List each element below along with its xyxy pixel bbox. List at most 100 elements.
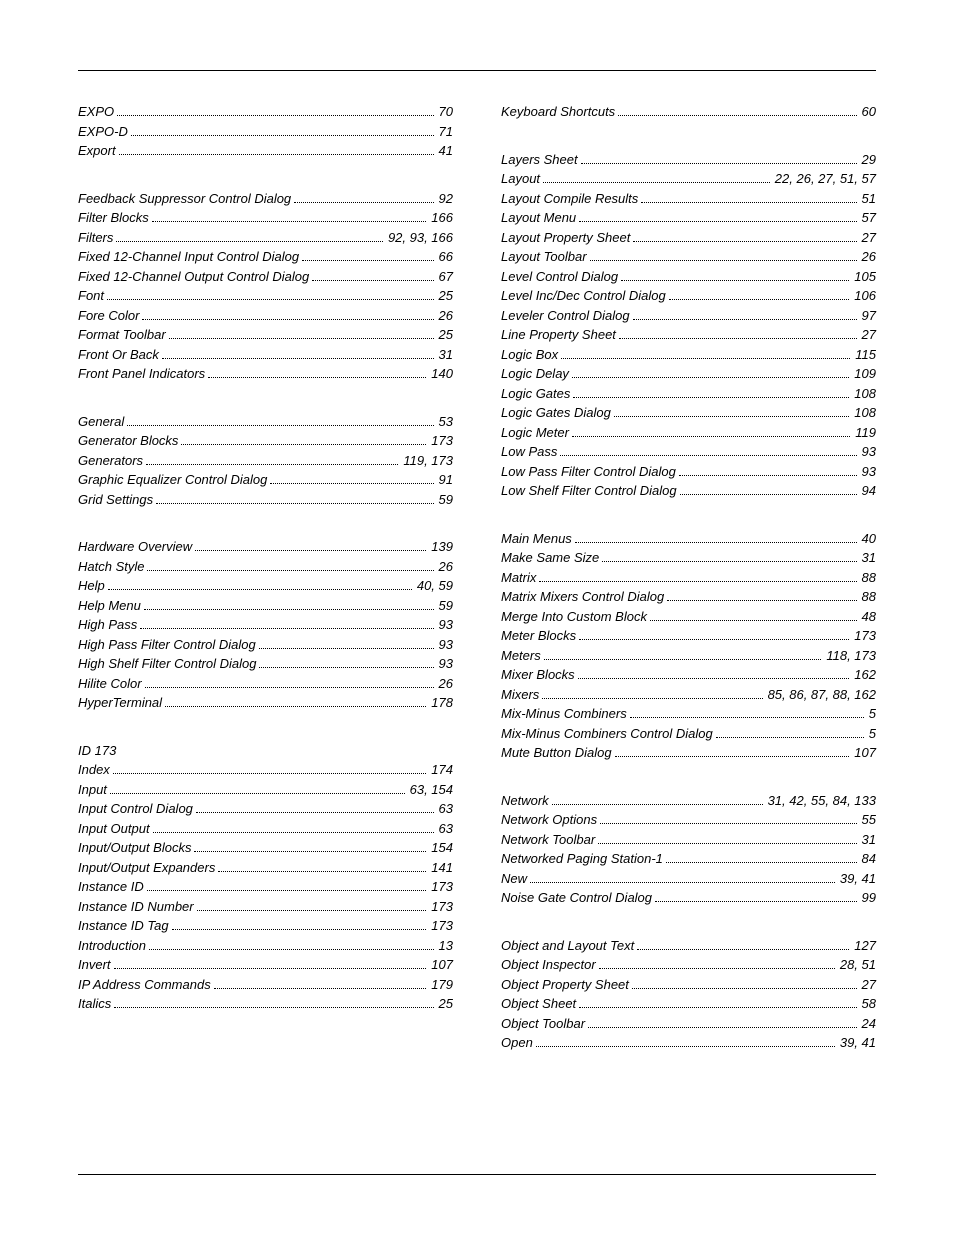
index-entry: Graphic Equalizer Control Dialog91 [78, 470, 453, 490]
entry-page: 178 [429, 693, 453, 713]
index-entry: HyperTerminal178 [78, 693, 453, 713]
entry-dots [578, 678, 850, 679]
entry-dots [614, 416, 849, 417]
entry-label: Make Same Size [501, 548, 599, 568]
entry-dots [655, 901, 857, 902]
entry-label: Fore Color [78, 306, 139, 326]
index-entry: Meter Blocks173 [501, 626, 876, 646]
index-entry: Noise Gate Control Dialog99 [501, 888, 876, 908]
entry-dots [573, 397, 849, 398]
entry-page: 94 [860, 481, 876, 501]
page-container: EXPO70EXPO-D71Export41Feedback Suppresso… [0, 0, 954, 1235]
entry-label: Mute Button Dialog [501, 743, 612, 763]
index-entry: Layers Sheet29 [501, 150, 876, 170]
entry-page: 27 [860, 228, 876, 248]
entry-dots [259, 667, 433, 668]
entry-dots [667, 600, 856, 601]
entry-label: Italics [78, 994, 111, 1014]
entry-dots [680, 494, 857, 495]
entry-dots [560, 455, 856, 456]
index-entry: Matrix88 [501, 568, 876, 588]
index-entry: Hatch Style26 [78, 557, 453, 577]
entry-dots [575, 542, 857, 543]
index-entry: Low Pass93 [501, 442, 876, 462]
entry-label: Meters [501, 646, 541, 666]
index-group: ID 173Index174Input63, 154Input Control … [78, 741, 453, 1014]
index-entry: New39, 41 [501, 869, 876, 889]
index-entry: Italics25 [78, 994, 453, 1014]
entry-dots [152, 221, 427, 222]
entry-dots [561, 358, 850, 359]
index-entry: High Pass93 [78, 615, 453, 635]
entry-label: Introduction [78, 936, 146, 956]
index-entry: Input/Output Blocks154 [78, 838, 453, 858]
entry-page: 93 [437, 635, 453, 655]
index-entry: Logic Box115 [501, 345, 876, 365]
index-entry: Layout22, 26, 27, 51, 57 [501, 169, 876, 189]
index-entry: Instance ID173 [78, 877, 453, 897]
entry-dots [669, 299, 850, 300]
entry-label: Layout Menu [501, 208, 576, 228]
entry-dots [165, 706, 426, 707]
index-group: Hardware Overview139Hatch Style26Help40,… [78, 537, 453, 713]
entry-page: 141 [429, 858, 453, 878]
entry-dots [149, 949, 434, 950]
entry-page: 162 [852, 665, 876, 685]
entry-dots [116, 241, 383, 242]
entry-dots [144, 609, 434, 610]
entry-dots [114, 1007, 433, 1008]
entry-label: Level Inc/Dec Control Dialog [501, 286, 666, 306]
entry-page: 60 [860, 102, 876, 122]
entry-label: Generators [78, 451, 143, 471]
entry-dots [196, 812, 434, 813]
entry-page: 28, 51 [838, 955, 876, 975]
entry-dots [140, 628, 433, 629]
entry-page: 97 [860, 306, 876, 326]
entry-dots [114, 968, 427, 969]
entry-label: Grid Settings [78, 490, 153, 510]
entry-dots [572, 377, 849, 378]
index-entry: Input Control Dialog63 [78, 799, 453, 819]
index-group: Network31, 42, 55, 84, 133Network Option… [501, 791, 876, 908]
index-entry: Keyboard Shortcuts 60 [501, 102, 876, 122]
entry-page: 70 [437, 102, 453, 122]
entry-label: Front Panel Indicators [78, 364, 205, 384]
entry-page: 107 [429, 955, 453, 975]
entry-dots [195, 550, 426, 551]
index-entry: EXPO 70 [78, 102, 453, 122]
entry-label: Object Toolbar [501, 1014, 585, 1034]
entry-label: Feedback Suppressor Control Dialog [78, 189, 291, 209]
entry-dots [259, 648, 434, 649]
entry-label: Input Control Dialog [78, 799, 193, 819]
index-entry: Front Panel Indicators140 [78, 364, 453, 384]
index-entry: Input Output63 [78, 819, 453, 839]
entry-page: 139 [429, 537, 453, 557]
index-entry: Logic Delay109 [501, 364, 876, 384]
entry-label: General [78, 412, 124, 432]
entry-dots [530, 882, 835, 883]
entry-label: Instance ID [78, 877, 144, 897]
entry-label: New [501, 869, 527, 889]
entry-dots [172, 929, 427, 930]
content-columns: EXPO70EXPO-D71Export41Feedback Suppresso… [78, 102, 876, 1053]
entry-page: 59 [437, 596, 453, 616]
entry-page: 5 [867, 724, 876, 744]
entry-label: Input/Output Blocks [78, 838, 191, 858]
index-entry: Make Same Size31 [501, 548, 876, 568]
entry-dots [107, 299, 434, 300]
entry-dots [552, 804, 763, 805]
entry-label: Networked Paging Station-1 [501, 849, 663, 869]
entry-label: EXPO [78, 102, 114, 122]
entry-dots [153, 832, 434, 833]
entry-page: 173 [429, 897, 453, 917]
entry-dots [666, 862, 857, 863]
entry-page: 88 [860, 568, 876, 588]
entry-dots [600, 823, 856, 824]
entry-label: Mixer Blocks [501, 665, 575, 685]
entry-label: Keyboard Shortcuts [501, 102, 615, 122]
entry-page: 173 [852, 626, 876, 646]
entry-page: 31 [860, 830, 876, 850]
index-entry: Generators119, 173 [78, 451, 453, 471]
entry-page: 29 [860, 150, 876, 170]
entry-label: Leveler Control Dialog [501, 306, 630, 326]
